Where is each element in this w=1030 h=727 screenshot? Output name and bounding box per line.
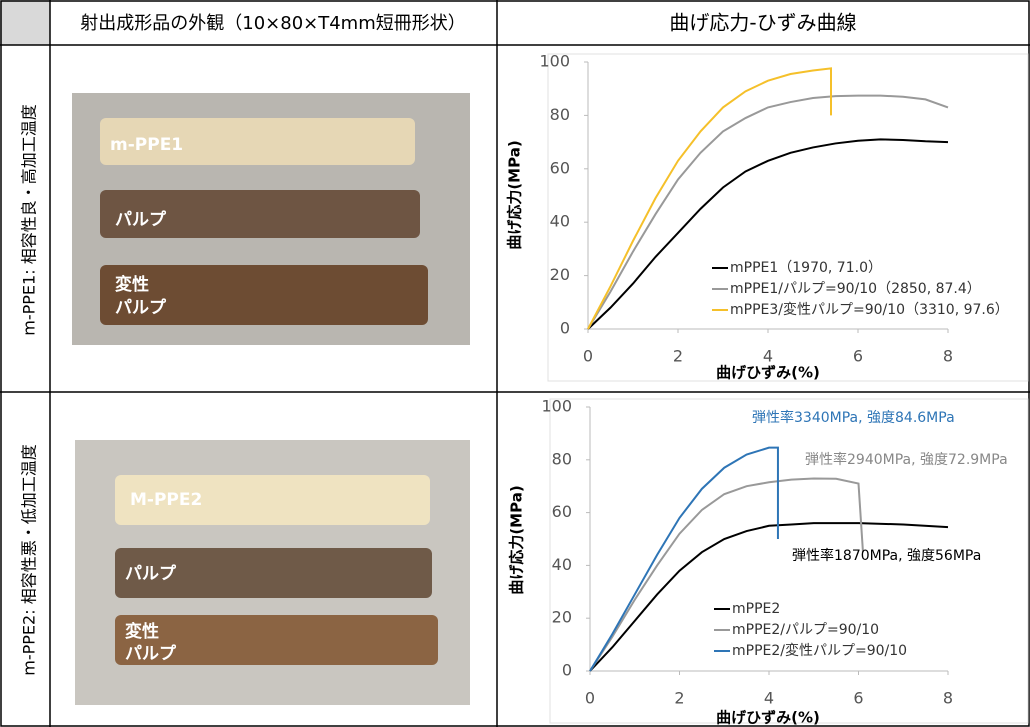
x-tick-label: 8 (943, 689, 953, 708)
y-tick-label: 0 (560, 319, 570, 338)
x-tick-label: 8 (943, 347, 953, 366)
header-text: 射出成形品の外観（10×80×T4mm短冊形状） (80, 13, 466, 34)
x-tick-label: 2 (674, 689, 684, 708)
y-tick-label: 20 (550, 265, 570, 284)
x-tick-label: 6 (853, 347, 863, 366)
x-axis-label: 曲げひずみ(%) (716, 364, 820, 382)
header-corner (0, 0, 50, 45)
sample-label: パルプ (125, 563, 177, 584)
legend-label: mPPE3/変性パルプ=90/10（3310, 97.6） (730, 301, 1009, 318)
annotation: 弾性率2940MPa, 強度72.9MPa (805, 451, 1008, 468)
series-line (589, 522, 949, 672)
x-tick-label: 2 (673, 347, 683, 366)
legend-label: mPPE2/パルプ=90/10 (732, 622, 879, 638)
sample-bar (115, 475, 430, 525)
y-tick-label: 0 (562, 661, 572, 680)
header-text: 曲げ応力-ひずみ曲線 (669, 11, 856, 35)
sample-label: パルプ (115, 209, 167, 230)
header-cell (50, 0, 497, 45)
photo: M-PPE2 パルプ 変性 パルプ (75, 440, 470, 705)
sample-label: パルプ (125, 643, 177, 664)
series-line (589, 477, 864, 672)
sample-bar (100, 118, 415, 165)
y-tick-label: 100 (539, 52, 570, 71)
sample-bar (115, 615, 438, 665)
y-tick-label: 80 (552, 449, 572, 468)
legend-label: mPPE1（1970, 71.0） (730, 260, 882, 276)
y-tick-label: 40 (550, 212, 570, 231)
legend-label: mPPE2/変性パルプ=90/10 (732, 642, 907, 659)
photo: m-PPE1 パルプ 変性 パルプ (72, 93, 470, 345)
y-tick-label: 80 (550, 105, 570, 124)
y-tick-label: 100 (541, 397, 572, 416)
x-tick-label: 4 (763, 347, 773, 366)
legend-label: mPPE2 (732, 601, 780, 617)
plot-frame (549, 398, 1029, 724)
annotation: 弾性率3340MPa, 強度84.6MPa (752, 409, 955, 426)
x-axis-label: 曲げひずみ(%) (716, 709, 820, 727)
sample-bar (100, 265, 428, 325)
row-label: m-PPE1: 相容性良・高加工温度 (20, 104, 39, 335)
sample-label: 変性 (115, 274, 149, 295)
x-tick-label: 0 (585, 689, 595, 708)
y-axis-label: 曲げ応力(MPa) (508, 485, 526, 594)
sample-bar (100, 190, 420, 238)
sample-bar (115, 548, 432, 598)
series-line (587, 138, 949, 330)
x-tick-label: 4 (764, 689, 774, 708)
y-axis-label: 曲げ応力(MPa) (506, 140, 524, 249)
series-line (587, 67, 832, 330)
x-tick-label: 0 (583, 347, 593, 366)
y-tick-label: 60 (552, 502, 572, 521)
sample-label: M-PPE2 (130, 490, 202, 510)
y-tick-label: 60 (550, 158, 570, 177)
legend-label: mPPE1/パルプ=90/10（2850, 87.4） (730, 281, 981, 297)
plot-frame (547, 53, 1029, 382)
y-tick-label: 40 (552, 555, 572, 574)
series-line (587, 94, 949, 330)
sample-label: パルプ (115, 297, 167, 318)
row-label: m-PPE2: 相容性悪・低加工温度 (20, 444, 39, 675)
annotation: 弾性率1870MPa, 強度56MPa (792, 547, 981, 564)
y-tick-label: 20 (552, 608, 572, 627)
sample-label: m-PPE1 (110, 135, 183, 155)
x-tick-label: 6 (853, 689, 863, 708)
sample-label: 変性 (125, 621, 159, 642)
series-line (589, 446, 779, 672)
